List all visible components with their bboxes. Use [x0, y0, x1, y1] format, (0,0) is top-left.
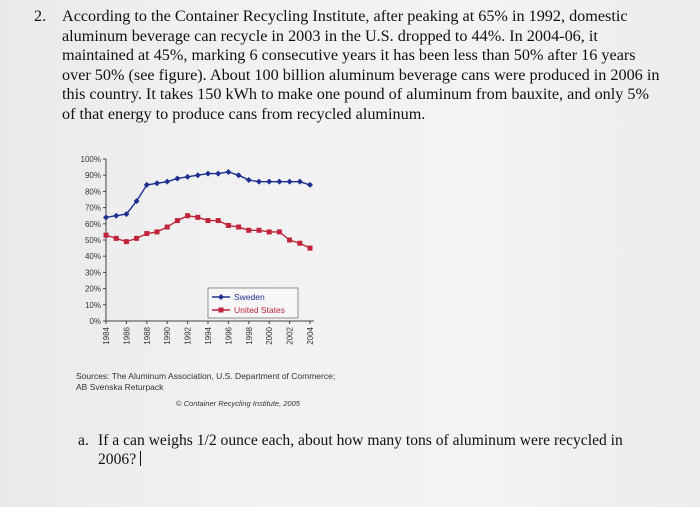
figure-source: Sources: The Aluminum Association, U.S. …: [76, 371, 336, 392]
question-text: According to the Container Recycling Ins…: [62, 7, 660, 123]
sweden-point: [225, 168, 232, 175]
sweden-point: [184, 173, 191, 180]
y-tick-label: 60%: [85, 220, 101, 229]
sweden-point: [205, 170, 211, 177]
x-tick-label: 1988: [143, 326, 152, 344]
sweden-point: [215, 170, 222, 177]
sweden-point: [133, 198, 140, 205]
sweden-point: [123, 211, 130, 218]
united-states-point: [225, 222, 231, 228]
united-states-point: [134, 235, 140, 241]
united-states-point: [266, 229, 272, 235]
y-tick-label: 10%: [85, 301, 101, 310]
sweden-point: [113, 212, 120, 219]
legend-label-united-states: United States: [234, 305, 285, 315]
legend-label-sweden: Sweden: [234, 292, 265, 302]
text-cursor: [140, 450, 142, 466]
united-states-point: [174, 218, 180, 224]
sweden-point: [307, 181, 313, 188]
x-tick-label: 1994: [204, 326, 213, 344]
x-tick-label: 1996: [224, 326, 233, 344]
united-states-point: [236, 224, 242, 230]
sweden-point: [266, 178, 273, 185]
part-a-text: If a can weighs 1/2 ounce each, about ho…: [98, 432, 638, 469]
x-tick-label: 1990: [163, 326, 172, 344]
part-a-question: If a can weighs 1/2 ounce each, about ho…: [98, 432, 623, 468]
sweden-point: [154, 180, 160, 187]
sweden-point: [194, 172, 201, 179]
legend-marker-sweden: [218, 294, 224, 300]
x-tick-label: 1992: [184, 326, 193, 344]
sweden-point: [276, 178, 283, 185]
y-tick-label: 90%: [85, 171, 101, 180]
y-tick-label: 20%: [85, 285, 101, 294]
sweden-point: [286, 178, 293, 185]
x-tick-label: 1984: [102, 326, 111, 344]
sweden-point: [143, 181, 150, 188]
sweden-point: [164, 178, 171, 185]
sweden-point: [103, 214, 109, 221]
chart-svg: 0% 10% 20% 30% 40% 50% 60% 70% 80% 90% 100% 1984 198…: [81, 155, 315, 345]
sweden-point: [296, 178, 303, 185]
legend-box: [207, 287, 299, 319]
united-states-point: [144, 231, 150, 237]
question-number: 2.: [34, 7, 47, 25]
united-states-point: [287, 237, 293, 243]
united-states-point: [215, 218, 221, 224]
x-tick-label: 2000: [265, 326, 274, 344]
united-states-point: [307, 245, 313, 251]
united-states-point: [276, 229, 282, 235]
united-states-point: [246, 227, 252, 233]
y-tick-label: 70%: [85, 204, 101, 213]
sweden-point: [245, 177, 252, 184]
x-tick-label: 2002: [286, 326, 295, 344]
united-states-point: [113, 235, 119, 241]
sweden-point: [174, 175, 181, 182]
y-tick-label: 40%: [85, 252, 101, 261]
x-tick-label: 1986: [122, 326, 131, 344]
united-states-point: [154, 229, 160, 235]
figure-credit: © Container Recycling Institute, 2005: [176, 399, 300, 408]
x-tick-label: 1998: [245, 326, 254, 344]
united-states-point: [185, 213, 191, 219]
x-tick-label: 2004: [306, 326, 315, 344]
united-states-point: [205, 218, 211, 224]
united-states-point: [195, 214, 201, 220]
legend-marker-united-states: [218, 307, 224, 313]
part-a-label: a.: [78, 432, 89, 449]
united-states-point: [164, 224, 170, 230]
united-states-point: [256, 227, 262, 233]
sweden-point: [256, 178, 262, 185]
united-states-point: [297, 240, 303, 246]
united-states-point: [103, 232, 109, 238]
y-tick-label: 80%: [85, 187, 101, 196]
sweden-point: [235, 172, 242, 179]
y-tick-label: 30%: [85, 268, 101, 277]
y-tick-label: 0%: [89, 317, 101, 326]
y-tick-label: 50%: [85, 236, 101, 245]
recycling-rate-chart: 0% 10% 20% 30% 40% 50% 60% 70% 80% 90% 100% 1984 198…: [58, 148, 338, 418]
united-states-point: [123, 239, 129, 245]
y-tick-label: 100%: [81, 155, 101, 164]
